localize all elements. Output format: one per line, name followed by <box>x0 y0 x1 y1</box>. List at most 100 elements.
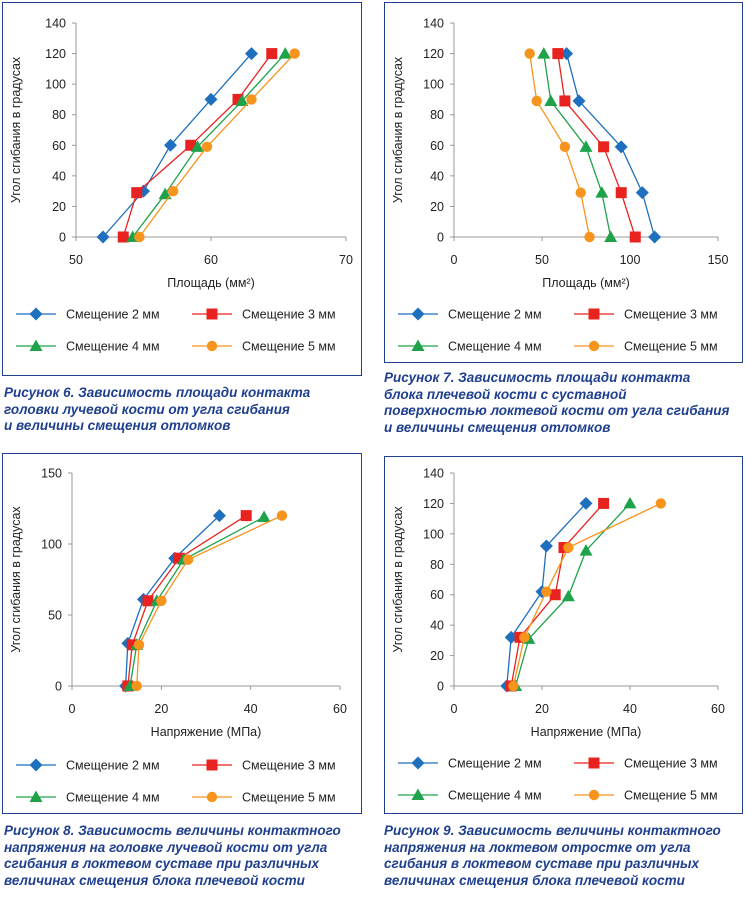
legend-label: Смещение 3 мм <box>624 308 718 322</box>
y-tick-label: 80 <box>52 108 66 122</box>
legend-marker <box>411 307 425 321</box>
x-axis-label: Площадь (мм²) <box>542 276 630 290</box>
caption-fig9: Рисунок 9. Зависимость величины контактн… <box>384 823 744 889</box>
caption-fig7-line2: блока плечевой кости с суставной <box>384 386 627 402</box>
legend-label: Смещение 5 мм <box>624 340 718 354</box>
legend-label: Смещение 5 мм <box>242 340 336 354</box>
x-tick-label: 150 <box>708 253 729 267</box>
data-point <box>246 94 257 105</box>
data-point <box>182 554 194 565</box>
caption-fig6: Рисунок 6. Зависимость площади контакта … <box>4 385 360 435</box>
caption-fig7: Рисунок 7. Зависимость площади контакта … <box>384 370 744 436</box>
data-point <box>245 47 258 61</box>
data-point <box>519 632 530 643</box>
caption-fig8-line4: величинах смещения блока плечевой кости <box>4 872 305 888</box>
data-point <box>235 94 249 106</box>
y-tick-label: 150 <box>41 467 62 481</box>
x-tick-label: 20 <box>535 702 549 716</box>
chart-frame-fig9 <box>384 456 743 814</box>
data-point <box>560 47 574 61</box>
caption-fig9-line2: напряжения на локтевом отростке от угла <box>384 839 691 855</box>
y-tick-label: 140 <box>45 17 66 31</box>
data-point <box>204 92 218 106</box>
y-tick-label: 120 <box>45 47 66 61</box>
caption-fig6-line3: и величины смещения отломков <box>4 418 231 433</box>
caption-fig7-line3: поверхностью локтевой кости от угла сгиб… <box>384 403 730 418</box>
x-tick-label: 40 <box>623 702 637 716</box>
data-point <box>579 496 593 510</box>
data-point <box>276 510 288 521</box>
y-tick-label: 0 <box>437 680 444 694</box>
legend-marker <box>29 758 43 772</box>
data-point <box>584 231 595 243</box>
data-point <box>524 48 535 59</box>
x-tick-label: 60 <box>333 702 347 716</box>
data-point <box>648 230 662 244</box>
legend-marker <box>206 759 218 771</box>
legend-label: Смещение 4 мм <box>448 340 542 354</box>
legend-marker <box>29 307 43 321</box>
x-tick-label: 0 <box>451 253 458 267</box>
y-tick-label: 20 <box>52 200 66 214</box>
legend-label: Смещение 4 мм <box>66 340 160 354</box>
data-point <box>561 589 575 602</box>
chart-fig6: 0 20 40 60 80 100 120 140 50 60 70 Площадь (мм²) Уго… <box>9 17 353 354</box>
x-tick-label: 40 <box>244 702 258 716</box>
data-point <box>504 630 518 644</box>
x-tick-label: 60 <box>711 702 725 716</box>
caption-fig8-line1: Рисунок 8. Зависимость величины контактн… <box>4 823 341 838</box>
data-point <box>549 589 561 601</box>
data-point <box>614 140 628 154</box>
legend-marker <box>29 790 43 802</box>
legend-label: Смещение 3 мм <box>242 759 336 773</box>
y-tick-label: 80 <box>430 108 444 122</box>
legend-label: Смещение 2 мм <box>448 757 542 771</box>
data-point <box>232 93 244 105</box>
data-point <box>201 141 213 153</box>
data-point <box>531 95 542 107</box>
data-point <box>173 552 185 564</box>
y-tick-label: 80 <box>430 558 444 572</box>
y-axis-label: Угол сгибания в градусах <box>391 506 405 653</box>
legend-marker <box>588 789 600 801</box>
data-point <box>96 230 110 244</box>
legend-marker <box>29 339 43 351</box>
y-tick-label: 120 <box>423 497 444 511</box>
legend-label: Смещение 2 мм <box>448 308 542 322</box>
data-point <box>185 139 197 151</box>
x-tick-label: 50 <box>535 253 549 267</box>
data-point <box>133 639 145 651</box>
data-point <box>635 186 649 200</box>
legend-marker <box>206 308 218 320</box>
series-line <box>512 502 662 687</box>
chart-fig7: 0 20 40 60 80 100 120 140 0 50 100 150 Площадь (мм²)… <box>391 17 729 354</box>
chart-frame-fig6 <box>2 2 362 376</box>
data-point <box>623 496 637 509</box>
y-tick-label: 0 <box>59 231 66 245</box>
legend-marker <box>206 791 218 803</box>
y-axis-label: Угол сгибания в градусах <box>391 56 405 203</box>
chart-frame-fig7 <box>384 2 743 363</box>
chart-fig9: 0 20 40 60 80 100 120 140 0 20 40 60 Напряжение (МПа… <box>391 467 725 803</box>
data-point <box>598 141 610 153</box>
x-axis-label: Площадь (мм²) <box>167 276 255 290</box>
data-point <box>168 185 179 197</box>
y-axis-label: Угол сгибания в градусах <box>9 56 23 203</box>
data-point <box>575 187 586 198</box>
x-tick-label: 0 <box>69 702 76 716</box>
chart-frame-fig8 <box>2 453 362 814</box>
data-point <box>544 94 558 106</box>
x-tick-label: 0 <box>451 702 458 716</box>
series-line <box>566 53 656 238</box>
legend-marker <box>588 340 600 352</box>
series-line <box>102 53 252 238</box>
data-point <box>117 231 129 243</box>
y-tick-label: 100 <box>423 78 444 92</box>
caption-fig8: Рисунок 8. Зависимость величины контактн… <box>4 823 364 889</box>
data-point <box>257 510 271 523</box>
data-point <box>131 680 142 692</box>
y-tick-label: 60 <box>52 139 66 153</box>
data-point <box>615 187 627 199</box>
data-point <box>572 94 586 108</box>
y-tick-label: 0 <box>55 680 62 694</box>
